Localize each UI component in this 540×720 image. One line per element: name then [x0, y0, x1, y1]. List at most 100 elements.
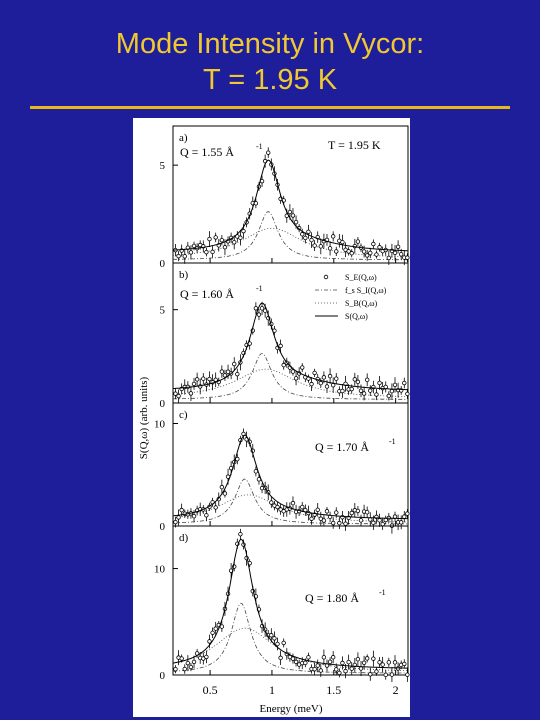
- data-point: [340, 660, 345, 666]
- x-axis-label: Energy (meV): [259, 703, 322, 715]
- data-point: [383, 672, 388, 678]
- data-point: [222, 491, 228, 496]
- data-point: [312, 243, 317, 248]
- data-point: [361, 391, 367, 396]
- x-tick-label: 2: [393, 683, 399, 697]
- q-exponent-a: -1: [256, 142, 263, 151]
- data-point: [402, 380, 407, 386]
- legend-label: S_E(Q,ω): [345, 273, 377, 282]
- data-point: [281, 362, 286, 368]
- data-point: [334, 376, 339, 381]
- data-point: [309, 516, 314, 521]
- q-exponent-c: -1: [389, 437, 396, 446]
- data-point: [402, 661, 407, 667]
- temperature-label: T = 1.95 K: [328, 138, 381, 152]
- data-point: [173, 391, 178, 396]
- data-point: [173, 519, 178, 525]
- data-point: [179, 507, 184, 513]
- q-label-c: Q = 1.70 Å: [315, 440, 369, 454]
- data-point: [201, 376, 206, 381]
- data-point: [290, 213, 296, 218]
- data-point: [343, 668, 348, 674]
- data-point: [324, 509, 330, 514]
- data-point: [368, 388, 373, 393]
- data-point: [222, 245, 228, 250]
- data-point: [213, 626, 218, 631]
- q-label-a: Q = 1.55 Å: [180, 145, 234, 159]
- data-point: [207, 376, 212, 382]
- data-point: [207, 639, 212, 644]
- data-point: [191, 659, 197, 665]
- data-point: [204, 654, 209, 660]
- data-point: [364, 656, 370, 661]
- component-curve-dotted: [172, 368, 408, 397]
- x-tick-label: 0.5: [203, 683, 218, 697]
- panel-letter: d): [179, 532, 189, 544]
- data-point: [303, 660, 308, 666]
- data-point: [241, 228, 246, 234]
- data-point: [386, 255, 392, 261]
- data-point: [402, 514, 407, 519]
- q-label-b: Q = 1.60 Å: [180, 287, 234, 301]
- data-point: [272, 636, 277, 641]
- data-point: [219, 624, 225, 629]
- data-point: [253, 469, 259, 474]
- data-point: [392, 250, 398, 256]
- panel-letter: a): [179, 132, 188, 144]
- data-point: [358, 388, 364, 393]
- data-point: [377, 660, 382, 665]
- data-point: [188, 664, 194, 670]
- data-point: [321, 375, 327, 380]
- data-point: [194, 377, 200, 382]
- data-point: [386, 660, 392, 665]
- data-point: [219, 369, 225, 374]
- data-point: [318, 668, 324, 673]
- data-point: [389, 388, 395, 394]
- data-point: [256, 312, 262, 317]
- data-point: [358, 518, 364, 523]
- component-curve-dashdot: [173, 352, 408, 400]
- data-point: [380, 521, 385, 527]
- data-point: [278, 343, 283, 349]
- data-point: [374, 252, 379, 257]
- data-point: [306, 655, 311, 660]
- data-point: [281, 640, 286, 646]
- data-point: [377, 245, 382, 250]
- data-point: [346, 659, 351, 665]
- data-point: [334, 249, 339, 254]
- q-exponent-b: -1: [256, 284, 263, 293]
- data-point: [337, 520, 342, 526]
- data-point: [361, 249, 367, 254]
- data-point: [318, 244, 324, 249]
- y-tick-label: 0: [160, 398, 166, 410]
- data-point: [364, 510, 370, 515]
- data-point: [395, 244, 401, 249]
- panel-frame-3: [172, 525, 409, 676]
- data-point: [327, 373, 333, 379]
- data-point: [204, 249, 209, 255]
- data-point: [321, 655, 327, 660]
- slide-title-line1: Mode Intensity in Vycor:: [115, 28, 425, 60]
- data-point: [173, 666, 178, 672]
- y-tick-label: 0: [160, 670, 166, 682]
- data-point: [364, 253, 370, 258]
- x-tick-label: 1.5: [326, 683, 341, 697]
- data-point: [405, 255, 410, 260]
- data-point: [188, 391, 194, 396]
- x-tick-label: 1: [269, 683, 275, 697]
- data-point: [275, 641, 280, 647]
- data-point: [191, 243, 197, 249]
- data-point: [374, 392, 379, 397]
- data-point: [290, 500, 296, 506]
- data-point: [300, 504, 305, 510]
- data-point: [334, 667, 339, 672]
- data-point: [290, 369, 296, 374]
- data-point: [334, 510, 339, 515]
- data-point: [330, 520, 336, 526]
- panel-frame-1: [172, 262, 409, 404]
- data-point: [371, 656, 376, 661]
- component-curve-dashdot: [173, 211, 408, 261]
- slide-title-line2: T = 1.95 K: [202, 64, 338, 96]
- data-point: [398, 252, 404, 257]
- data-point: [293, 376, 299, 381]
